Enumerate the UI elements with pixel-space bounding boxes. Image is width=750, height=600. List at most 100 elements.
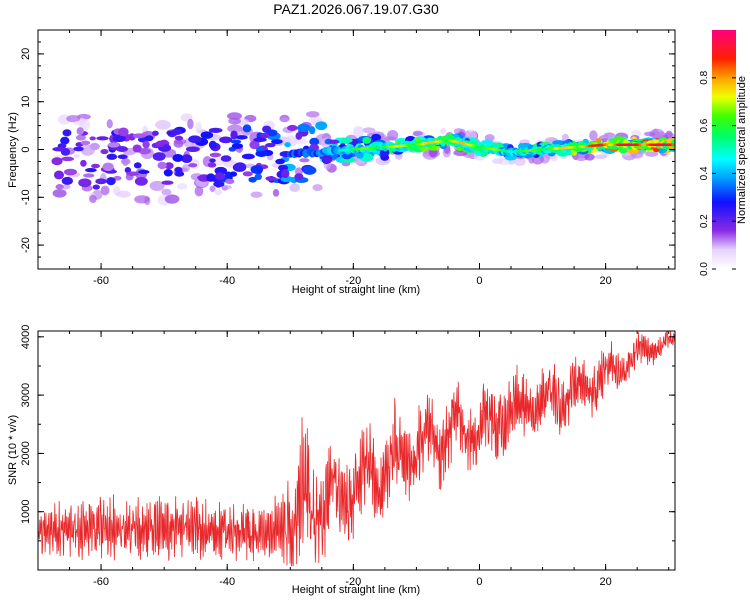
snr-xtick-label: 20 <box>599 576 611 588</box>
spectrogram-cell <box>80 140 91 146</box>
spectrogram-cell <box>55 184 64 190</box>
spectrogram-cell <box>322 154 333 164</box>
spectrogram-cell <box>309 137 320 146</box>
spectrogram-cell <box>174 171 185 177</box>
spectrogram-cell <box>242 124 252 133</box>
spectrogram-cell <box>241 153 255 160</box>
spectrogram-cell <box>182 164 191 173</box>
spectrogram-cell <box>106 153 118 160</box>
spectrogram-cell <box>80 159 87 167</box>
spectrogram-cell <box>144 135 154 142</box>
spectrogram-cell <box>66 115 81 123</box>
spectrogram-cell <box>194 185 204 197</box>
spectrogram-cell <box>440 127 447 134</box>
spectrogram-cell <box>78 178 92 188</box>
spectrogram-cell <box>187 118 194 130</box>
spectrogram-cell <box>164 194 180 204</box>
spectrogram-cell <box>52 147 66 152</box>
spectrogram-ylabel: Frequency (Hz) <box>7 112 19 188</box>
figure-title: PAZ1.2026.067.19.07.G30 <box>273 1 439 17</box>
spectrogram-cell <box>645 150 659 157</box>
spectrogram-xtick-label: 20 <box>599 275 611 287</box>
spectrogram-cell <box>250 191 263 198</box>
spectrogram-cell <box>164 162 174 170</box>
spectrogram-xlabel: Height of straight line (km) <box>292 284 420 296</box>
spectrogram-cell <box>126 171 140 176</box>
spectrogram-cell <box>280 117 289 122</box>
spectrogram-cell <box>85 167 97 173</box>
spectrogram-cell <box>61 176 73 185</box>
spectrogram-cell <box>188 163 198 168</box>
spectrogram-cell <box>174 135 184 141</box>
spectrogram-cell <box>171 128 183 135</box>
snr-ytick-label: 4000 <box>20 325 32 349</box>
spectrogram-cell <box>142 140 150 149</box>
spectrogram-cell <box>584 153 595 161</box>
spectrogram-cell <box>250 165 264 174</box>
spectrogram-cell <box>176 183 188 190</box>
spectrogram-cell <box>195 122 202 134</box>
spectrogram-cell <box>132 133 146 139</box>
spectrogram-cell <box>51 157 63 166</box>
snr-frame <box>37 330 676 571</box>
snr-xlabel: Height of straight line (km) <box>292 584 420 596</box>
snr-ytick-label: 2000 <box>20 441 32 465</box>
spectrogram-cell <box>260 132 270 139</box>
spectrogram-cell <box>209 158 216 163</box>
spectrogram-cell <box>299 158 310 163</box>
spectrogram-panel: -60 -40 -20 0 20 -20 -10 0 10 20 Height of straig… <box>7 29 676 296</box>
spectrogram-cell <box>514 157 526 167</box>
spectrogram-cell <box>242 171 253 177</box>
spectrogram-cell <box>63 168 77 176</box>
spectrogram-cell <box>387 129 399 141</box>
spectrogram-cell <box>73 146 84 152</box>
spectrogram-cell <box>163 169 173 177</box>
spectrogram-cell <box>249 140 260 150</box>
spectrogram-ytick-label: 20 <box>20 48 32 60</box>
spectrogram-xtick-label: -60 <box>93 275 109 287</box>
spectrogram-cell <box>52 188 67 198</box>
spectrogram-cell <box>124 166 132 174</box>
spectrogram-cell <box>91 163 100 169</box>
spectrogram-ytick-label: -10 <box>20 189 32 205</box>
spectrogram-cell <box>92 184 100 190</box>
snr-xtick-label: 0 <box>476 576 482 588</box>
spectrogram-cell <box>341 161 351 167</box>
spectrogram-cell <box>361 127 376 134</box>
spectrogram-cell <box>305 111 320 118</box>
spectrogram-cell <box>484 134 495 142</box>
spectrogram-cell <box>228 117 241 125</box>
spectrogram-cell <box>295 132 303 140</box>
spectrogram-cell <box>116 190 131 198</box>
spectrogram-cell <box>312 184 323 192</box>
spectrogram-cell <box>89 194 97 204</box>
spectrogram-cell <box>75 134 86 141</box>
spectrogram-cell <box>272 188 280 197</box>
spectrogram-cell <box>200 131 214 139</box>
spectrogram-cell <box>220 155 232 162</box>
spectrogram-cell <box>595 138 602 144</box>
spectrogram-cell <box>155 140 165 148</box>
spectrogram-cell <box>287 124 298 132</box>
colorbar-gradient <box>712 30 736 269</box>
spectrogram-cell <box>231 143 244 149</box>
spectrogram-cell <box>100 185 110 196</box>
spectrogram-xtick-label: 0 <box>476 275 482 287</box>
spectrogram-cell <box>230 139 242 144</box>
spectrogram-ytick-label: 10 <box>20 96 32 108</box>
spectrogram-cell <box>208 127 223 133</box>
spectrogram-cell <box>83 173 95 178</box>
spectrogram-cell <box>107 142 120 148</box>
spectrogram-cell <box>106 119 113 129</box>
spectrogram-cell <box>118 127 129 137</box>
spectrogram-cell <box>137 169 150 175</box>
spectrogram-cell <box>73 121 83 126</box>
spectrogram-cell <box>281 169 290 179</box>
spectrogram-cell <box>209 152 222 158</box>
spectrogram-cell <box>352 126 365 138</box>
spectrogram-cell <box>76 127 84 136</box>
spectrogram-cell <box>227 112 242 120</box>
spectrogram-cell <box>214 188 222 196</box>
spectrogram-cell <box>134 177 148 186</box>
